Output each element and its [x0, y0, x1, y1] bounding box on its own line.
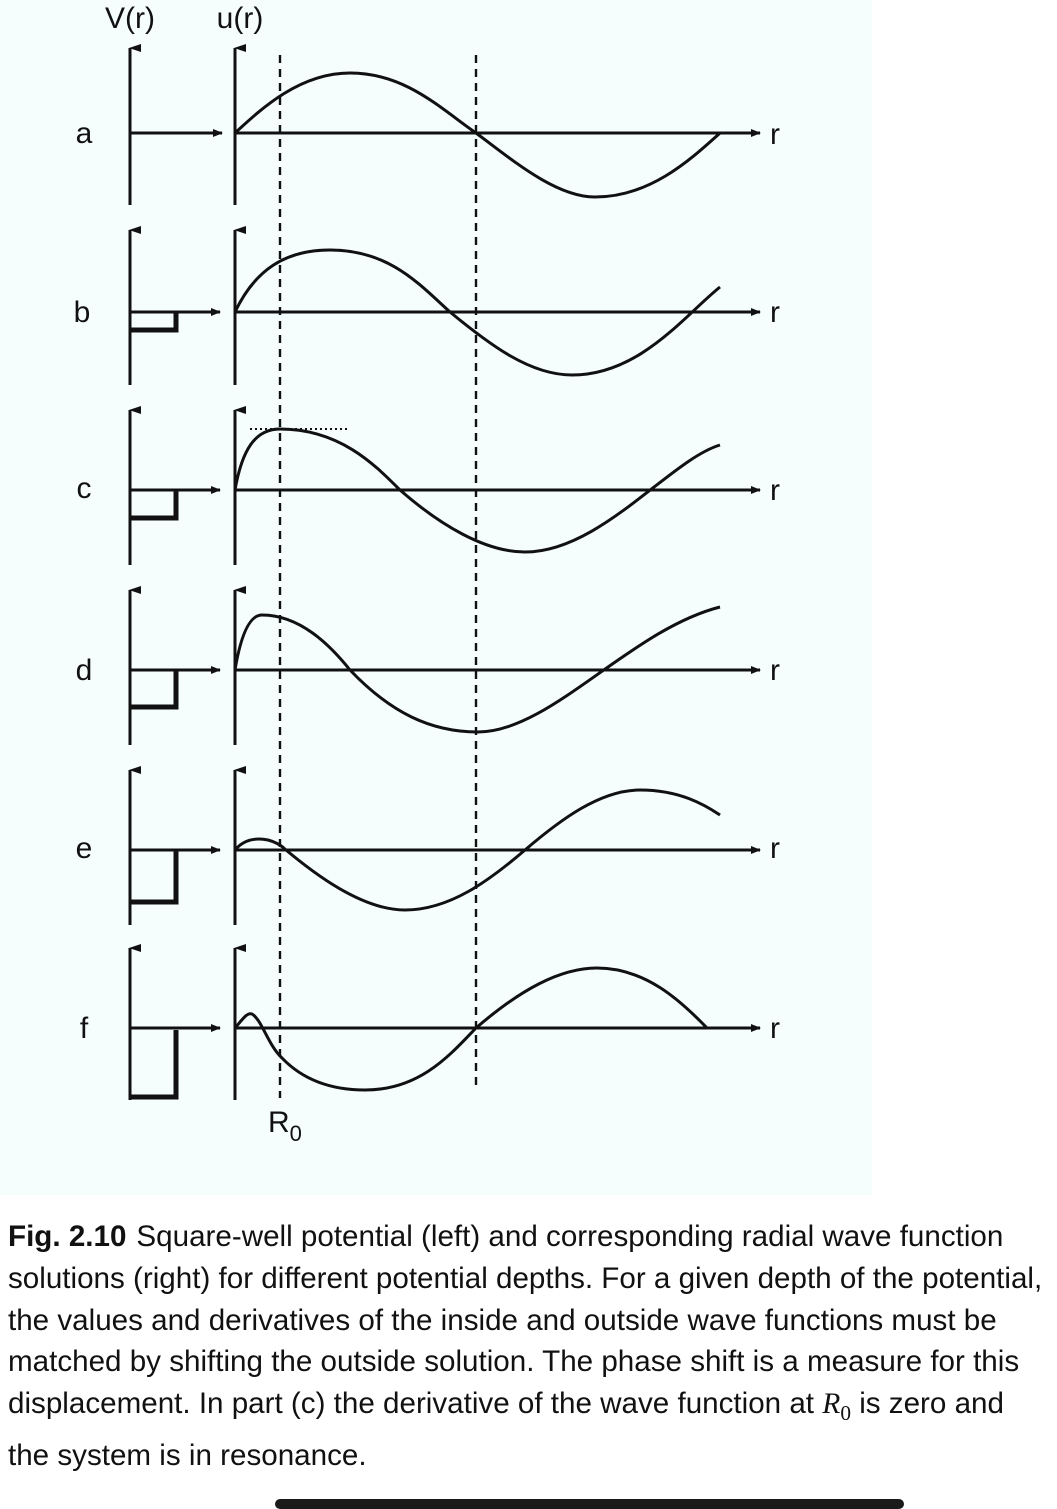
panel-e: e r	[76, 766, 780, 925]
caption-math-subscript: 0	[840, 1401, 851, 1426]
wave-function-curve	[233, 605, 721, 734]
panel-label: a	[76, 117, 93, 150]
radius-marker-label: R0	[268, 1106, 302, 1146]
radius-marker-subscript: 0	[290, 1121, 302, 1146]
wave-function-curve	[233, 248, 721, 377]
square-well	[130, 490, 179, 521]
panel-d: d r	[76, 586, 780, 745]
panel-label: f	[80, 1012, 89, 1045]
panel-label: b	[74, 296, 91, 329]
r-axis-label: r	[770, 474, 780, 507]
panel-label: d	[76, 654, 93, 687]
square-well	[130, 850, 179, 905]
wave-axis-label: u(r)	[217, 2, 264, 35]
caption-math-symbol: R	[822, 1388, 841, 1421]
panel-b: b r	[74, 226, 780, 385]
home-indicator-bar[interactable]	[275, 1499, 904, 1509]
caption-text-end: is zero and the system is in resonance.	[8, 1387, 1004, 1472]
r-axis-label: r	[770, 832, 780, 865]
r-axis-label: r	[770, 654, 780, 687]
caption-math-r0: R0	[822, 1388, 851, 1425]
caption-text-start: Square-well potential (left) and corresp…	[8, 1220, 1043, 1421]
r-axis-label: r	[770, 118, 780, 151]
wave-function-curve	[233, 966, 709, 1092]
radius-marker-symbol: R	[268, 1106, 290, 1139]
r-axis-label: r	[770, 1012, 780, 1045]
square-well	[130, 312, 179, 333]
square-well-diagram: V(r) u(r) a r b r c	[74, 2, 780, 1146]
square-well	[130, 670, 179, 710]
figure-caption: Fig. 2.10 Square-well potential (left) an…	[8, 1216, 1050, 1477]
potential-axis-label: V(r)	[105, 2, 155, 35]
panel-a: a r	[76, 44, 780, 205]
wave-function-curve	[233, 71, 722, 199]
panel-c: c r	[77, 406, 780, 565]
figure-panel: V(r) u(r) a r b r c	[73, 2, 780, 1146]
panel-f: f r	[80, 944, 780, 1100]
panel-label: e	[76, 832, 93, 865]
panel-label: c	[77, 472, 92, 505]
square-well	[130, 1030, 179, 1100]
figure-number: Fig. 2.10	[8, 1220, 127, 1253]
wave-function-curve	[233, 788, 721, 912]
wave-function-curve	[233, 427, 721, 554]
r-axis-label: r	[770, 296, 780, 329]
